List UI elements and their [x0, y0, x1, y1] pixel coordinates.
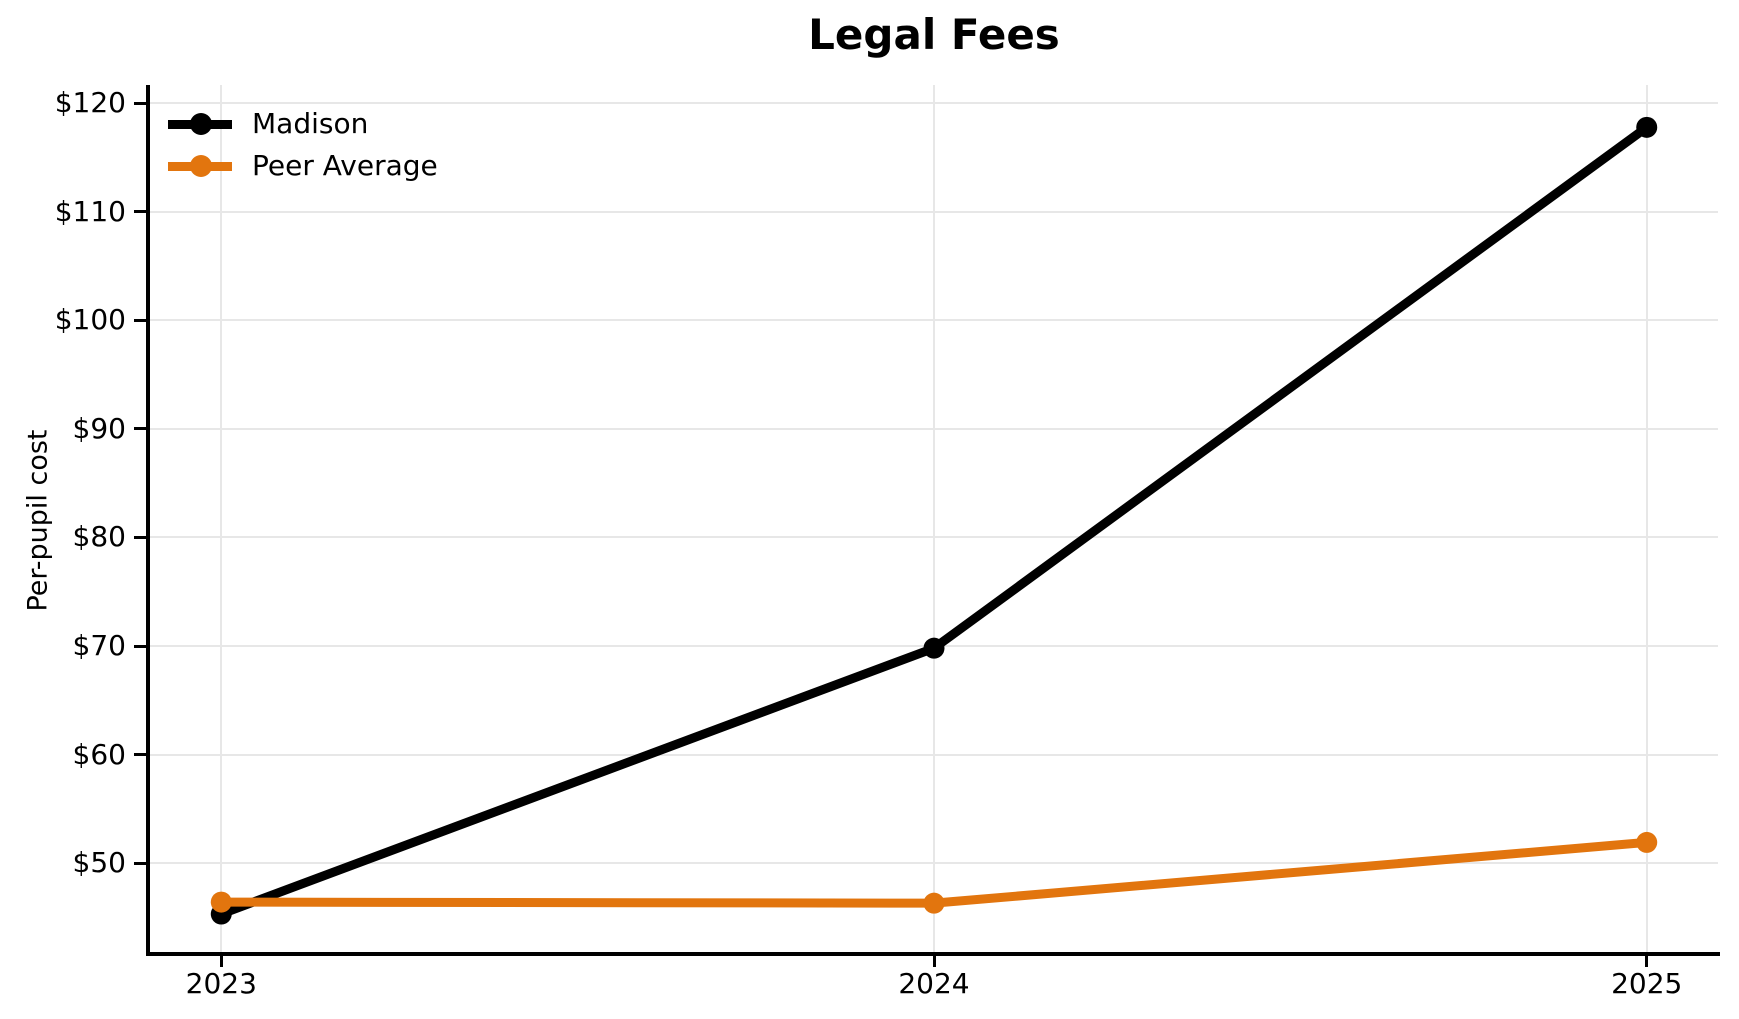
- x-tick-label: 2025: [1611, 967, 1683, 1000]
- legend: Madison Peer Average: [168, 103, 438, 187]
- y-axis-title: Per-pupil cost: [22, 429, 54, 612]
- data-point-marker: [1636, 116, 1658, 138]
- x-tick-mark: [932, 956, 936, 967]
- y-tick-label: $80: [72, 520, 126, 554]
- v-gridline: [933, 85, 935, 952]
- y-tick-label: $90: [72, 411, 126, 445]
- legend-sample: [168, 113, 232, 135]
- y-tick-mark: [134, 535, 146, 539]
- x-axis-spine: [146, 952, 1720, 956]
- data-series-canvas: [210, 116, 1658, 925]
- y-axis-spine: [146, 85, 150, 956]
- legend-item-peer-average: Peer Average: [168, 145, 438, 187]
- data-point-marker: [1636, 831, 1658, 853]
- series-line-madison: [216, 122, 1652, 919]
- y-tick-mark: [134, 644, 146, 648]
- y-tick-mark: [134, 861, 146, 865]
- chart-title: Legal Fees: [808, 10, 1060, 59]
- y-tick-label: $120: [54, 86, 126, 120]
- legend-label: Peer Average: [252, 149, 438, 182]
- v-gridline: [1645, 85, 1648, 952]
- x-tick-label: 2024: [898, 967, 970, 1000]
- legend-item-madison: Madison: [168, 103, 438, 145]
- y-tick-label: $50: [72, 846, 126, 880]
- y-tick-label: $60: [72, 737, 126, 771]
- y-tick-label: $100: [54, 303, 126, 337]
- x-tick-mark: [1645, 956, 1649, 967]
- legend-label: Madison: [252, 107, 369, 140]
- y-tick-label: $110: [54, 194, 126, 228]
- legend-marker-icon: [189, 155, 212, 177]
- legend-marker-icon: [189, 113, 212, 135]
- x-tick-label: 2023: [185, 967, 257, 1000]
- plot-area: Madison Peer Average: [150, 85, 1718, 952]
- y-tick-mark: [134, 753, 146, 756]
- legend-sample: [168, 155, 232, 177]
- y-tick-mark: [134, 101, 146, 105]
- x-tick-mark: [219, 956, 223, 967]
- data-point-marker: [923, 637, 945, 659]
- data-point-marker: [210, 891, 232, 913]
- v-gridline: [220, 85, 223, 952]
- y-tick-label: $70: [72, 629, 126, 662]
- y-tick-mark: [134, 318, 146, 322]
- y-tick-mark: [134, 427, 146, 431]
- y-tick-mark: [134, 210, 146, 214]
- data-point-marker: [923, 892, 945, 914]
